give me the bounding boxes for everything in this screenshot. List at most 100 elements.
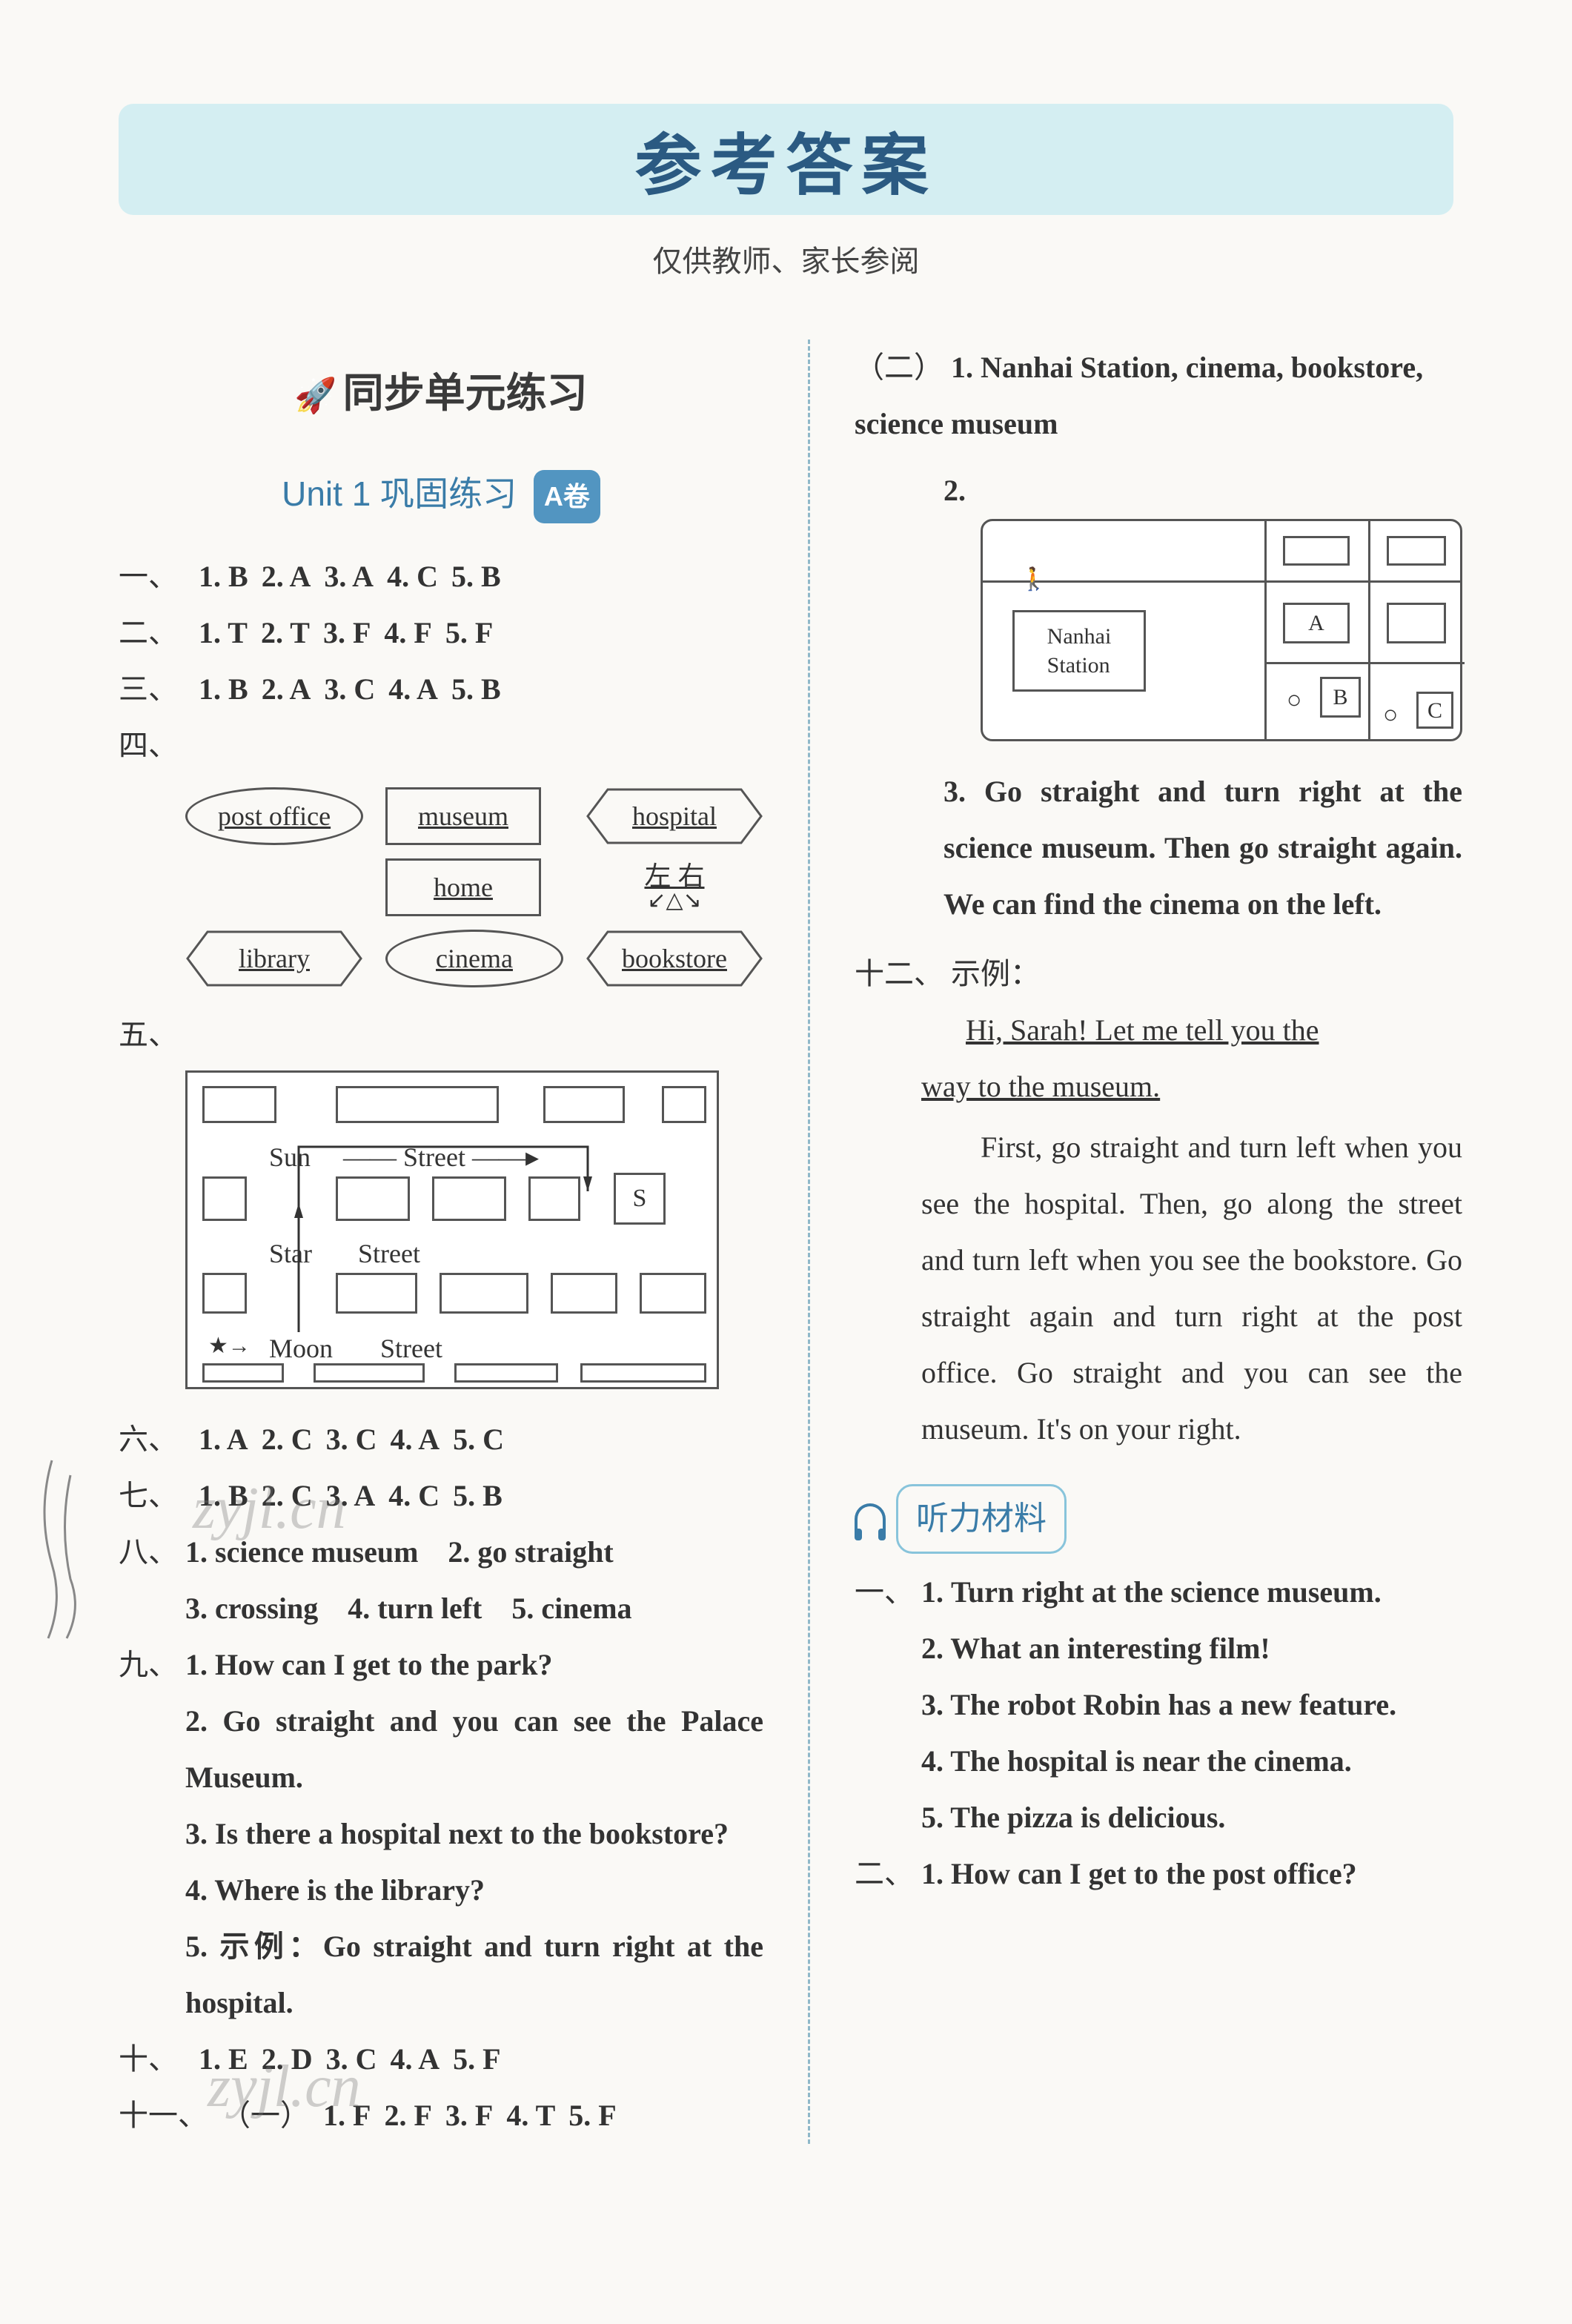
q6-num: 六、 [119, 1411, 185, 1468]
map-block [640, 1273, 706, 1314]
l1-3: 3. The robot Robin has a new feature. [855, 1677, 1462, 1733]
q6-3: 3. C [326, 1411, 377, 1468]
q4-num: 四、 [119, 718, 185, 774]
map-block [440, 1273, 528, 1314]
map-block [551, 1273, 617, 1314]
q9-3: 3. Is there a hospital next to the books… [119, 1806, 763, 1862]
map-block [1387, 603, 1446, 643]
station-box: Nanhai Station [1012, 610, 1146, 692]
column-divider [808, 340, 810, 2144]
left-column: 同步单元练习 Unit 1 巩固练习 A卷 一、 1. B 2. A 3. A … [119, 340, 800, 2144]
q1-5: 5. B [451, 549, 501, 605]
q11b-prefix: （二） [855, 351, 943, 384]
q11a-4: 4. T [506, 2088, 555, 2144]
q9-row: 九、 1. How can I get to the park? 2. Go s… [119, 1637, 763, 2031]
arrows-icon: ↙△↘ [647, 890, 701, 912]
q11a-1: 1. F [323, 2088, 371, 2144]
q2-5: 5. F [445, 605, 493, 661]
map-block [454, 1363, 558, 1383]
subtitle: 仅供教师、家长参阅 [119, 237, 1453, 280]
unit-line: Unit 1 巩固练习 A卷 [119, 462, 763, 526]
q11a-3: 3. F [445, 2088, 493, 2144]
headphone-icon [855, 1503, 886, 1535]
q12-wrap: 十二、 示例： [855, 946, 1462, 1002]
map-block [580, 1363, 706, 1383]
map-block [336, 1273, 417, 1314]
title-banner: 参考答案 [119, 104, 1453, 215]
q11b-2-num: 2. [943, 474, 966, 507]
q5-wrap: 五、 [119, 1007, 763, 1063]
q10-row: 十、 1. E 2. D 3. C 4. A 5. F [119, 2031, 763, 2088]
map-block [202, 1273, 247, 1314]
map-block [202, 1363, 284, 1383]
q5-num: 五、 [119, 1007, 185, 1063]
q7-2: 2. C [262, 1468, 313, 1524]
q3-num: 三、 [119, 661, 185, 718]
l1-5: 5. The pizza is delicious. [855, 1790, 1462, 1846]
q1-4: 4. C [387, 549, 438, 605]
columns: 同步单元练习 Unit 1 巩固练习 A卷 一、 1. B 2. A 3. A … [119, 340, 1453, 2144]
street2-label: Street [358, 1228, 420, 1279]
map-block [1387, 536, 1446, 566]
right-column: （二） 1. Nanhai Station, cinema, bookstore… [817, 340, 1462, 2144]
circle-icon: ○ [1287, 677, 1302, 725]
q12-u2-text: way to the museum. [921, 1070, 1160, 1103]
q4-empty [185, 858, 363, 916]
l1-1: 1. Turn right at the science museum. [921, 1575, 1382, 1609]
star-icon: ★→ [208, 1325, 251, 1367]
q2-row: 二、 1. T 2. T 3. F 4. F 5. F [119, 605, 763, 661]
q4-hospital: hospital [586, 787, 763, 845]
q4-museum: museum [385, 787, 541, 845]
station-text: Nanhai Station [1047, 622, 1112, 680]
q9-2: 2. Go straight and you can see the Palac… [119, 1693, 763, 1806]
q8-line1: 1. science museum 2. go straight [185, 1535, 614, 1569]
listening-label: 听力材料 [896, 1484, 1067, 1554]
q6-2: 2. C [262, 1411, 313, 1468]
q7-5: 5. B [453, 1468, 503, 1524]
q9-5: 5. 示例：Go straight and turn right at the … [119, 1919, 763, 2031]
road-line [1264, 662, 1465, 664]
box-b: B [1320, 677, 1361, 718]
q11a-2: 2. F [384, 2088, 431, 2144]
q10-num: 十、 [119, 2031, 185, 2088]
box-a: A [1283, 603, 1350, 643]
page-title: 参考答案 [635, 111, 938, 208]
q9-1: 1. How can I get to the park? [185, 1648, 553, 1681]
q7-num: 七、 [119, 1468, 185, 1524]
q2-num: 二、 [119, 605, 185, 661]
l2-num: 二、 [855, 1857, 914, 1890]
circle-icon: ○ [1383, 692, 1399, 740]
q3-1: 1. B [199, 661, 248, 718]
box-c: C [1416, 692, 1453, 729]
q4-postoffice: post office [185, 787, 363, 845]
q10-4: 4. A [390, 2031, 440, 2088]
q6-4: 4. A [390, 1411, 440, 1468]
l1-2: 2. What an interesting film! [855, 1620, 1462, 1677]
q9-num: 九、 [119, 1648, 178, 1681]
q4-library: library [185, 930, 363, 987]
q3-4: 4. A [388, 661, 438, 718]
q8-row: 八、 1. science museum 2. go straight 3. c… [119, 1524, 763, 1637]
margin-scribble-icon [30, 1453, 104, 1646]
q1-row: 一、 1. B 2. A 3. A 4. C 5. B [119, 549, 763, 605]
unit-text: Unit 1 巩固练习 [282, 474, 517, 513]
q11b-3: 3. Go straight and turn right at the sci… [855, 764, 1462, 933]
q12-body: First, go straight and turn left when yo… [855, 1119, 1462, 1457]
l2-1: 1. How can I get to the post office? [921, 1857, 1357, 1890]
q1-num: 一、 [119, 549, 185, 605]
q3-3: 3. C [324, 661, 375, 718]
q11b-1: （二） 1. Nanhai Station, cinema, bookstore… [855, 340, 1462, 452]
road-line [1368, 521, 1370, 739]
q12-prefix: 示例： [951, 957, 1040, 990]
q10-5: 5. F [453, 2031, 500, 2088]
q4-bookstore: bookstore [586, 930, 763, 987]
l1-row: 一、 1. Turn right at the science museum. … [855, 1564, 1462, 1846]
q10-2: 2. D [262, 2031, 313, 2088]
q4-home: home [385, 858, 541, 916]
q10-3: 3. C [326, 2031, 377, 2088]
page: 参考答案 仅供教师、家长参阅 同步单元练习 Unit 1 巩固练习 A卷 一、 … [0, 0, 1572, 2324]
q11a-num: 十一、 [119, 2088, 208, 2144]
person-icon: 🚶 [1020, 558, 1047, 600]
q11a-row: 十一、 （一） 1. F 2. F 3. F 4. T 5. F [119, 2088, 763, 2144]
q11a-5: 5. F [568, 2088, 616, 2144]
